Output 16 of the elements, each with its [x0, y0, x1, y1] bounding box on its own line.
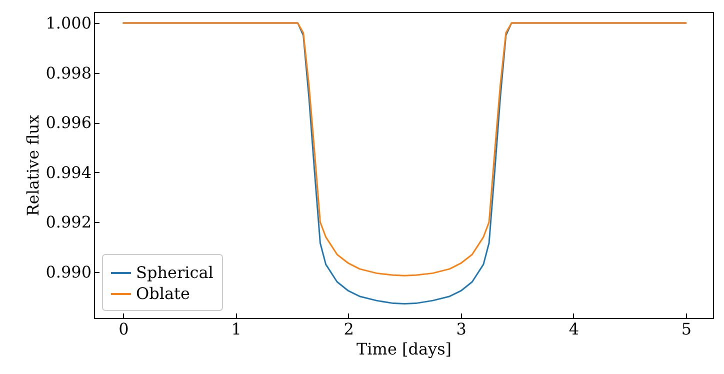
- y-tick-label: 0.996: [46, 113, 92, 132]
- x-axis-title: Time [days]: [356, 340, 452, 358]
- legend-label: Oblate: [136, 284, 190, 303]
- y-tick-label: 1.000: [46, 13, 92, 32]
- x-tick-label: 3: [456, 320, 466, 338]
- y-tick-label: 0.994: [46, 162, 92, 182]
- x-tick-label: 2: [344, 320, 354, 338]
- y-tick-label: 0.992: [46, 212, 92, 232]
- x-tick-label: 4: [568, 320, 580, 338]
- x-tick-label: 5: [681, 320, 692, 338]
- x-tick-label: 0: [118, 320, 129, 338]
- y-tick-label: 0.998: [46, 63, 92, 82]
- y-tick-label: 0.990: [46, 262, 92, 282]
- y-axis-title: Relative flux: [24, 114, 43, 216]
- legend-label: Spherical: [136, 263, 214, 282]
- x-tick-label: 1: [231, 320, 242, 338]
